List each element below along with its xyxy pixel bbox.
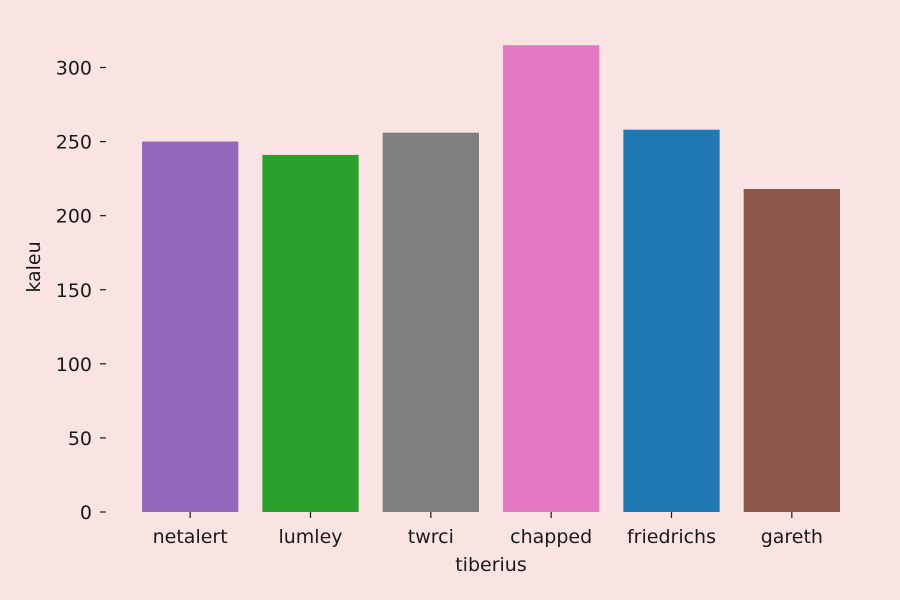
bar-gareth bbox=[743, 189, 840, 512]
bar-lumley bbox=[262, 154, 359, 513]
x-tick-label: twrci bbox=[408, 526, 454, 548]
y-axis-ticks: 0 50 100 150 200 250 300 bbox=[56, 58, 106, 524]
x-tick-label: friedrichs bbox=[627, 526, 716, 548]
x-tick-label: lumley bbox=[278, 526, 342, 548]
x-axis-ticks: netalert lumley twrci chapped friedrichs gare… bbox=[153, 512, 823, 548]
y-tick-label: 250 bbox=[56, 132, 92, 154]
x-axis-title: tiberius bbox=[455, 554, 527, 576]
bar-netalert bbox=[142, 141, 239, 512]
bar-twrci bbox=[382, 132, 479, 512]
bar-chapped bbox=[503, 45, 600, 513]
y-tick-label: 150 bbox=[56, 280, 92, 302]
y-tick-label: 0 bbox=[80, 502, 92, 524]
bar-friedrichs bbox=[623, 129, 720, 513]
y-axis-title: kaleu bbox=[23, 241, 45, 292]
y-tick-label: 300 bbox=[56, 58, 92, 80]
bars-group bbox=[142, 45, 840, 513]
y-tick-label: 50 bbox=[68, 428, 92, 450]
x-tick-label: gareth bbox=[761, 526, 823, 548]
y-tick-label: 200 bbox=[56, 206, 92, 228]
y-tick-label: 100 bbox=[56, 354, 92, 376]
x-tick-label: chapped bbox=[510, 526, 592, 548]
x-tick-label: netalert bbox=[153, 526, 228, 548]
